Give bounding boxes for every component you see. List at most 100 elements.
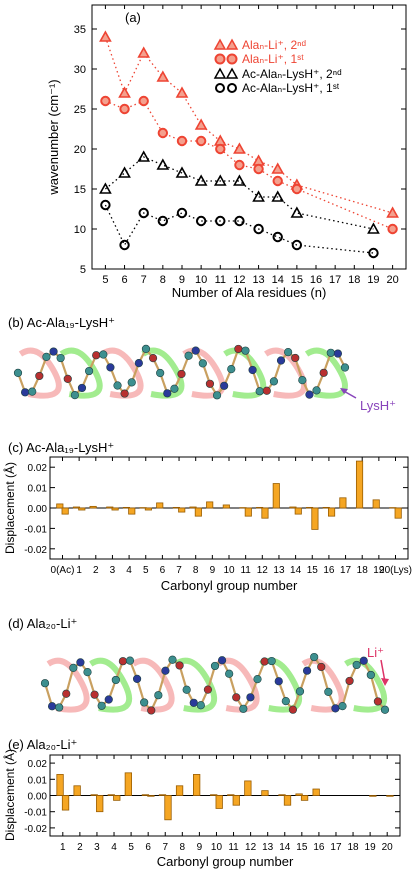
x-tick-label: 4	[111, 842, 117, 853]
bar	[61, 795, 70, 811]
atom	[92, 351, 101, 360]
x-tick-label: 16	[323, 565, 335, 576]
helix-ribbon	[59, 347, 103, 399]
atom	[76, 658, 85, 667]
bar	[72, 506, 81, 509]
x-tick-label: 15	[296, 842, 308, 853]
panel-d-label: (d) Ala₂₀-Li⁺	[8, 616, 77, 631]
atom	[127, 378, 136, 387]
atom	[90, 690, 99, 699]
lysh-annotation: LysH⁺	[360, 398, 396, 413]
x-tick-label: 12	[233, 274, 245, 286]
legend-marker-ac-lys-1st-a	[215, 83, 225, 93]
y-tick-label: 0.00	[28, 792, 48, 803]
bar	[178, 507, 186, 513]
y-tick-label: 0.00	[28, 504, 48, 515]
x-tick-label: 14	[290, 565, 302, 576]
data-point	[137, 150, 151, 162]
atom	[310, 652, 319, 662]
legend-marker-ala-li-1st-b	[226, 53, 238, 65]
bond	[178, 665, 188, 691]
atom	[134, 358, 143, 368]
x-tick-label: 20(Lys)	[379, 565, 412, 576]
panel-e-label: (e) Ala₂₀-Li⁺	[8, 737, 77, 752]
atom	[276, 356, 286, 365]
x-tick-label: 17	[329, 274, 341, 286]
data-point	[368, 247, 379, 259]
x-tick-label: 19	[373, 565, 385, 576]
atom	[148, 353, 158, 363]
y-tick-label: -0.02	[24, 545, 47, 556]
panel-a-xlabel: Number of Ala residues (n)	[172, 285, 327, 300]
atom	[21, 388, 30, 397]
data-point	[99, 182, 112, 194]
data-point	[291, 183, 303, 195]
x-tick-label: 18	[347, 842, 359, 853]
bar	[61, 507, 69, 515]
bar	[300, 795, 309, 801]
x-tick-label: 8	[180, 842, 186, 853]
atom	[225, 669, 234, 678]
bar	[386, 795, 394, 797]
atom	[106, 363, 115, 372]
x-tick-label: 3	[94, 842, 100, 853]
legend-marker-ala-li-1st-a	[214, 53, 226, 65]
bar	[339, 497, 347, 509]
y-tick-label: -0.01	[24, 524, 47, 535]
panel-a-ylabel: wavenumber (cm⁻¹)	[46, 79, 61, 195]
bar	[78, 507, 86, 511]
li-arrow	[380, 659, 386, 683]
x-tick-label: 9	[197, 842, 203, 853]
bar	[96, 795, 104, 813]
atom	[234, 344, 243, 354]
bar	[189, 506, 197, 509]
data-point	[234, 159, 245, 171]
atom	[99, 350, 108, 359]
atom	[298, 376, 307, 385]
atom	[47, 702, 57, 711]
y-tick-label: 0.01	[28, 484, 48, 495]
atom	[63, 374, 72, 383]
bar	[394, 507, 402, 519]
x-tick-label: 9	[210, 565, 216, 576]
x-tick-label: 11	[228, 842, 239, 853]
bar	[244, 507, 252, 517]
data-point	[195, 135, 207, 147]
atom	[203, 685, 213, 694]
data-point	[195, 215, 207, 227]
atom	[239, 704, 248, 713]
y-tick-label: 10	[74, 224, 86, 236]
atom	[189, 698, 198, 707]
data-point	[176, 207, 188, 219]
data-point	[271, 190, 285, 202]
bar	[355, 460, 364, 509]
panel-a-frame	[91, 4, 407, 270]
atom	[284, 348, 293, 357]
bar	[312, 788, 320, 796]
atom	[281, 697, 290, 706]
atom	[319, 368, 328, 377]
helix-ribbon	[89, 657, 132, 713]
atom	[312, 386, 321, 395]
atom	[163, 389, 172, 398]
bar	[278, 794, 286, 796]
x-tick-label: 13	[273, 565, 285, 576]
atom	[331, 704, 340, 713]
x-tick-label: 17	[330, 842, 342, 853]
bar	[215, 795, 223, 809]
atom	[170, 384, 179, 393]
molecule-b-illustration	[13, 344, 350, 400]
li-arrowhead	[381, 678, 389, 686]
panel-c-xlabel: Carbonyl group number	[161, 578, 298, 593]
atom	[62, 689, 71, 698]
atom	[111, 675, 120, 685]
atom	[84, 366, 94, 376]
data-point	[138, 207, 149, 219]
y-tick-label: 25	[74, 104, 86, 116]
atom	[220, 381, 229, 390]
atom	[49, 347, 58, 356]
x-tick-label: 1	[60, 842, 66, 853]
y-tick-label: 35	[74, 24, 86, 36]
bar	[106, 506, 114, 509]
bar	[272, 483, 280, 509]
